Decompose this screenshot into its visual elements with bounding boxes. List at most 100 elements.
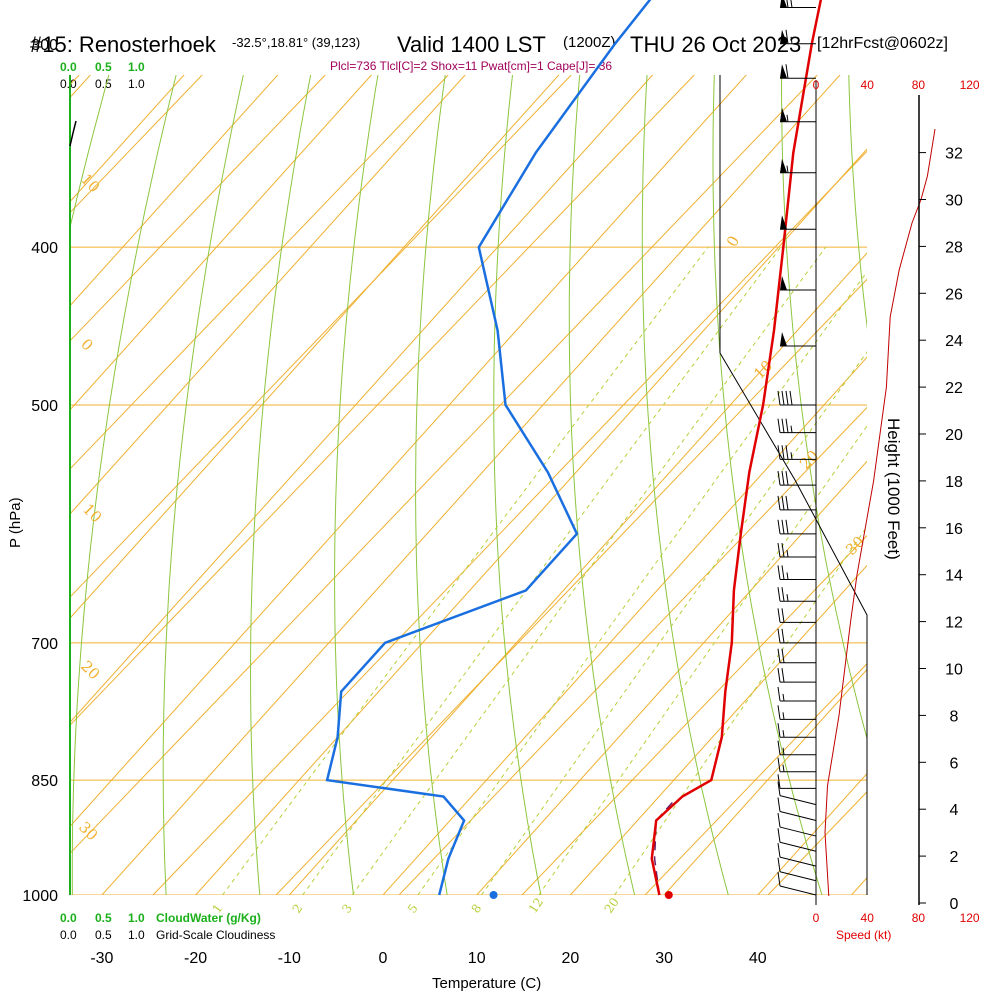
wind-barb — [777, 628, 816, 644]
wind-barb — [780, 64, 816, 79]
speed-tick-label: 40 — [861, 911, 875, 925]
height-tick-label: 32 — [945, 146, 963, 163]
mixing-ratio-line — [417, 271, 867, 895]
wind-barb — [777, 740, 816, 756]
wind-barb — [777, 390, 816, 406]
height-tick-label: 8 — [950, 708, 959, 725]
wind-barb — [777, 668, 816, 683]
wind-barb — [777, 587, 816, 602]
speed-axis-top: 0 40 80 120 — [813, 78, 980, 92]
temperature-tick-label: 0 — [379, 950, 388, 967]
isotherm-label: 30 — [842, 533, 868, 559]
dry-adiabat-line — [848, 75, 867, 330]
cloudwater-tick: 0.5 — [95, 911, 112, 925]
cloudwater-tick: 0.0 — [60, 911, 77, 925]
temperature-tick-label: -30 — [90, 950, 113, 967]
mixing-ratio-label: 12 — [526, 895, 546, 916]
wind-barb — [777, 774, 816, 789]
series-dewpoint-line — [325, 0, 652, 896]
height-tick-label: 2 — [950, 849, 959, 866]
speed-tick-label: 80 — [912, 911, 926, 925]
isotherm-label: 30 — [75, 818, 101, 844]
counter-diagonal-line — [70, 75, 695, 726]
wind-barb — [777, 565, 816, 580]
wind-barb — [777, 828, 817, 852]
height-tick-label: 30 — [945, 193, 963, 210]
counter-diagonal-line — [70, 75, 449, 470]
wind-barb — [780, 0, 816, 9]
wind-barb — [777, 648, 816, 664]
cloudwater-scale-bottom: 0.0 0.5 1.0 CloudWater (g/Kg) 0.0 0.5 1.… — [60, 911, 275, 942]
height-tick-label: 14 — [945, 568, 963, 585]
dry-adiabat-line — [162, 75, 244, 895]
mixing-ratio-label: 5 — [405, 901, 421, 915]
wind-barb — [777, 608, 816, 623]
isotherm-line — [70, 75, 373, 411]
temperature-tick-label: 10 — [468, 950, 486, 967]
wind-barb — [780, 107, 816, 123]
wind-barb — [777, 843, 817, 867]
mixing-ratio-line — [614, 525, 867, 895]
temperature-tick-label: 30 — [655, 950, 673, 967]
mixing-ratio-labels: 1 2 3 5 8 12 20 — [209, 895, 621, 916]
valid-zulu: (1200Z) — [563, 34, 616, 51]
wind-barb — [777, 723, 816, 738]
surface-dewpoint-point — [489, 891, 498, 899]
speed-tick-label: 40 — [861, 78, 875, 92]
series-temperature-line — [650, 0, 823, 896]
mixing-ratio-line — [222, 246, 709, 895]
wind-barb — [780, 331, 816, 347]
counter-diagonal-line — [70, 75, 80, 86]
isotherm-line — [70, 75, 747, 828]
cloudwater-trace — [69, 120, 77, 147]
wind-barb — [777, 470, 816, 486]
pressure-tick-label: 700 — [31, 636, 58, 653]
isotherm-line — [851, 877, 867, 895]
wind-barb — [780, 29, 816, 45]
height-tick-label: 0 — [950, 896, 959, 913]
wind-barb — [777, 418, 816, 434]
x-axis-label: Temperature (C) — [432, 975, 541, 992]
background-lines — [70, 75, 867, 895]
isotherm-line — [570, 564, 867, 895]
cloudiness-legend: Grid-Scale Cloudiness — [156, 928, 275, 942]
counter-diagonal-line — [152, 150, 867, 895]
cloudwater-tick: 0.5 — [95, 60, 112, 74]
dry-adiabat-line — [568, 75, 636, 895]
isotherm-line — [70, 75, 279, 307]
wind-barb — [780, 276, 816, 291]
wind-barbs — [777, 0, 817, 896]
cloudiness-tick: 0.5 — [95, 928, 112, 942]
counter-diagonal-line — [275, 278, 867, 895]
height-axis-label: Height (1000 Feet) — [884, 418, 903, 560]
dry-adiabat-line — [334, 75, 379, 895]
mixing-ratio-line — [481, 351, 867, 895]
wind-barb — [777, 542, 816, 558]
mixing-ratio-line — [302, 246, 782, 895]
cloudwater-tick: 1.0 — [128, 60, 145, 74]
station-location: -32.5°,18.81° (39,123) — [232, 35, 360, 50]
pressure-axis: 2503004005007008501000 — [22, 37, 58, 905]
height-tick-label: 6 — [950, 755, 959, 772]
isotherm-label: 20 — [77, 657, 103, 683]
pressure-tick-label: 850 — [31, 773, 58, 790]
dry-adiabat-line — [249, 75, 312, 895]
height-tick-label: 18 — [945, 474, 963, 491]
temperature-axis: -30 -20 -10 0 10 20 30 40 — [90, 950, 766, 967]
mixing-ratio-label: 2 — [290, 901, 306, 915]
cloudiness-tick: 0.0 — [60, 77, 77, 91]
wind-barb — [777, 781, 817, 806]
height-tick-label: 28 — [945, 239, 963, 256]
pressure-tick-label: 300 — [31, 37, 58, 54]
dry-adiabat-line — [641, 75, 729, 895]
forecast-label: [12hrFcst@0602z] — [817, 35, 948, 52]
temperature-tick-label: 20 — [562, 950, 580, 967]
temperature-tick-label: -10 — [278, 950, 301, 967]
cloudwater-legend: CloudWater (g/Kg) — [156, 911, 261, 925]
parcel-path — [653, 800, 675, 896]
isotherm-line — [70, 75, 185, 203]
dry-adiabat-line — [712, 75, 823, 895]
isotherm-line — [70, 75, 654, 723]
station-title: #15: Renosterhoek — [30, 32, 217, 57]
